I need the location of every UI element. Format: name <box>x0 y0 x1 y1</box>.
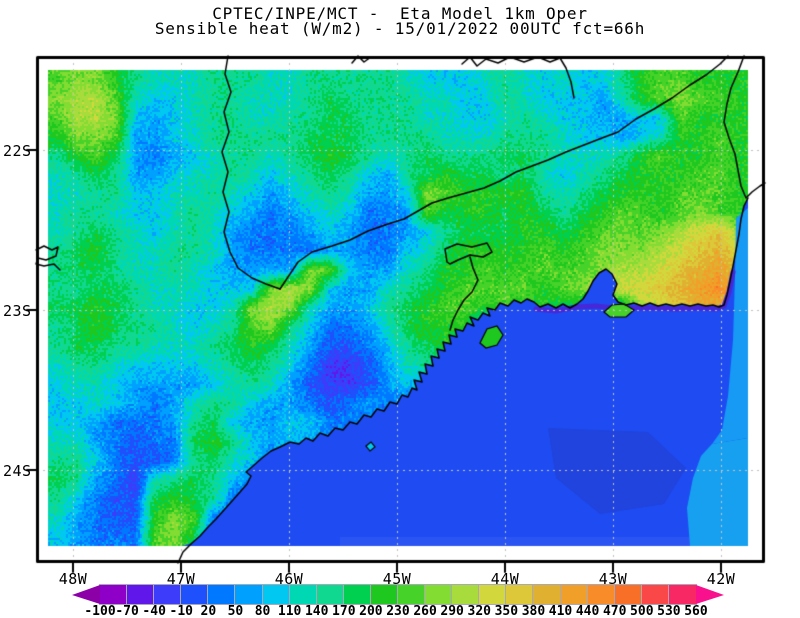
figure-title-line2: Sensible heat (W/m2) - 15/01/2022 00UTC … <box>154 19 646 38</box>
x-tick-label: 46W <box>274 570 304 588</box>
figure-title-line1: CPTEC/INPE/MCT - Eta Model 1km Oper <box>212 4 588 23</box>
y-tick-label: 22S <box>3 142 32 160</box>
y-tick-label: 24S <box>3 462 32 480</box>
x-tick-label: 43W <box>598 570 628 588</box>
x-tick-label: 44W <box>490 570 520 588</box>
x-tick-label: 45W <box>382 570 412 588</box>
x-tick-label: 42W <box>706 570 736 588</box>
x-tick-label: 48W <box>58 570 88 588</box>
y-tick-label: 23S <box>3 302 32 320</box>
x-tick-label: 47W <box>166 570 196 588</box>
